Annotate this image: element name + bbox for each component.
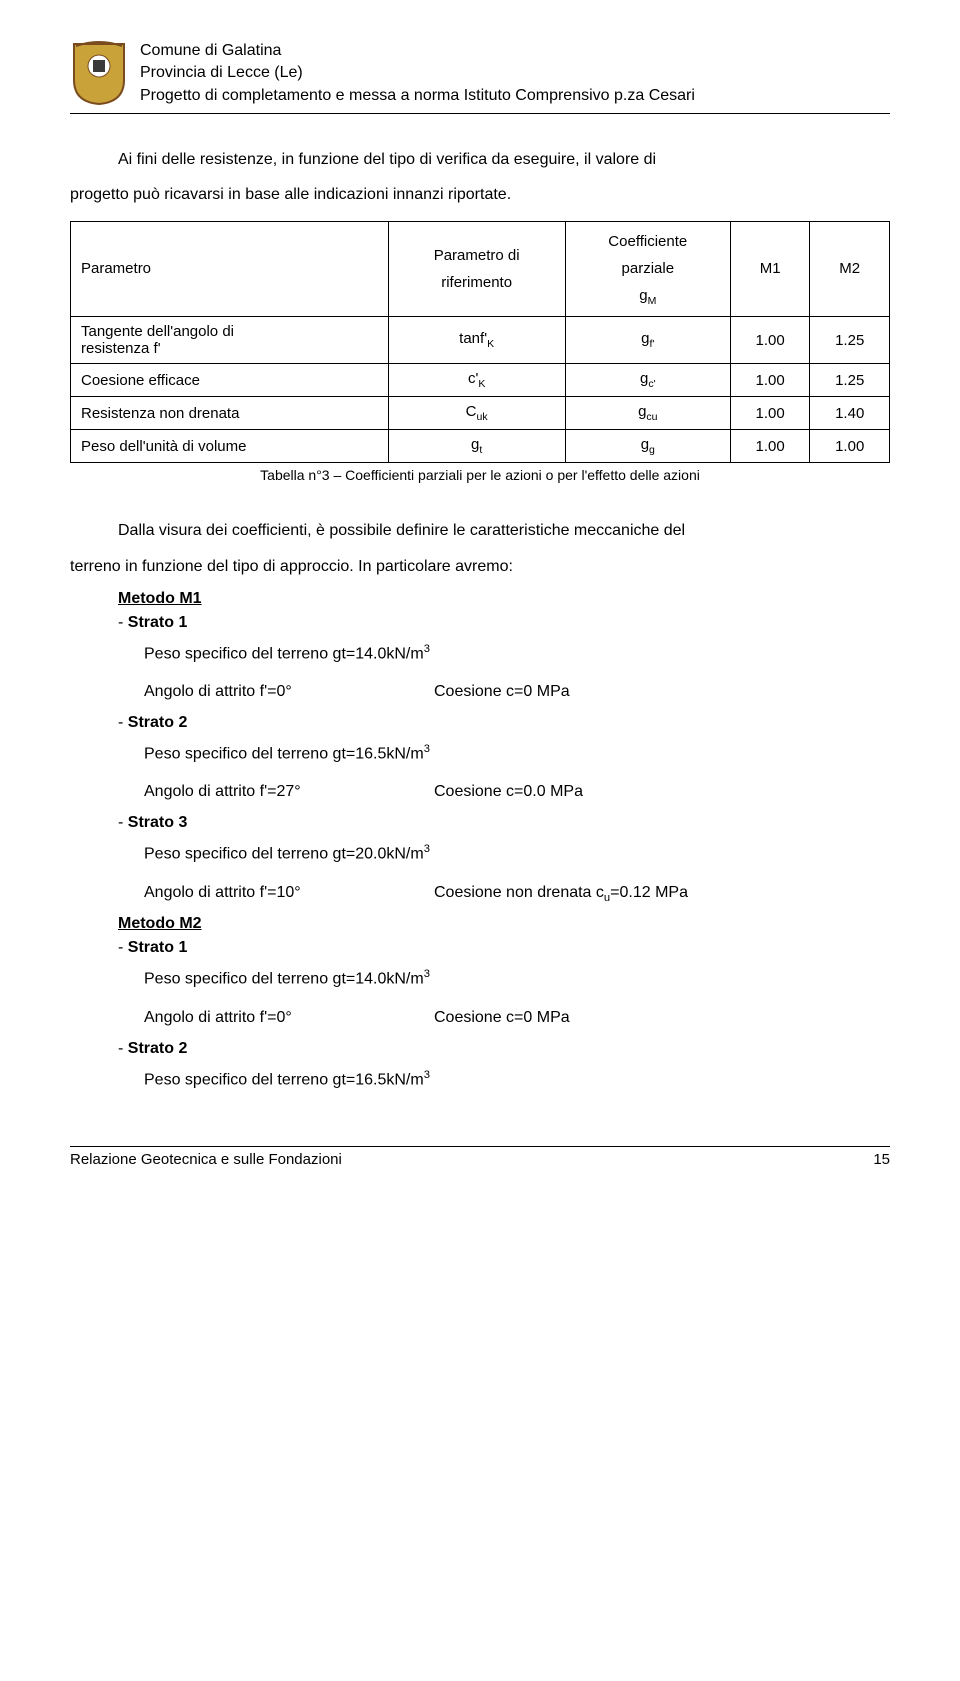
table-row: Tangente dell'angolo di resistenza f' ta… — [71, 317, 890, 364]
table-caption: Tabella n°3 – Coefficienti parziali per … — [70, 467, 890, 483]
value-line: Angolo di attrito f'=27°Coesione c=0.0 M… — [144, 776, 890, 808]
table-row: Peso dell'unità di volume gt gg 1.00 1.0… — [71, 430, 890, 463]
parameters-table: Parametro Parametro di riferimento Coeff… — [70, 221, 890, 464]
cell-m1: 1.00 — [730, 364, 810, 397]
cell-coef: gf' — [565, 317, 730, 364]
header-line-1: Comune di Galatina — [140, 40, 890, 62]
value-line: Peso specifico del terreno gt=20.0kN/m3 — [144, 838, 890, 870]
cell-m1: 1.00 — [730, 430, 810, 463]
value-line: Angolo di attrito f'=0°Coesione c=0 MPa — [144, 676, 890, 708]
cell-param: Peso dell'unità di volume — [71, 430, 389, 463]
strato-heading: - Strato 3 — [118, 814, 890, 832]
th-parametro: Parametro — [71, 221, 389, 317]
page-header: Comune di Galatina Provincia di Lecce (L… — [70, 40, 890, 114]
footer-page-number: 15 — [873, 1151, 890, 1168]
cell-coef: gg — [565, 430, 730, 463]
strato-heading: - Strato 1 — [118, 939, 890, 957]
strato-heading: - Strato 1 — [118, 614, 890, 632]
header-text: Comune di Galatina Provincia di Lecce (L… — [140, 40, 890, 107]
cell-ref: tanf'K — [388, 317, 565, 364]
cell-ref: gt — [388, 430, 565, 463]
intro-paragraph: Ai fini delle resistenze, in funzione de… — [70, 142, 890, 212]
value-line: Angolo di attrito f'=0°Coesione c=0 MPa — [144, 1002, 890, 1034]
value-line: Peso specifico del terreno gt=14.0kN/m3 — [144, 638, 890, 670]
header-line-3: Progetto di completamento e messa a norm… — [140, 85, 890, 107]
cell-coef: gcu — [565, 397, 730, 430]
table-row: Resistenza non drenata Cuk gcu 1.00 1.40 — [71, 397, 890, 430]
strato-heading: - Strato 2 — [118, 714, 890, 732]
method-m2-title: Metodo M2 — [118, 915, 890, 933]
cell-m1: 1.00 — [730, 317, 810, 364]
table-row: Coesione efficace c'K gc' 1.00 1.25 — [71, 364, 890, 397]
cell-m2: 1.40 — [810, 397, 890, 430]
cell-ref: c'K — [388, 364, 565, 397]
value-line: Peso specifico del terreno gt=16.5kN/m3 — [144, 1064, 890, 1096]
strato-heading: - Strato 2 — [118, 1040, 890, 1058]
cell-param: Coesione efficace — [71, 364, 389, 397]
intro-line-2: progetto può ricavarsi in base alle indi… — [70, 186, 511, 203]
cell-m2: 1.25 — [810, 364, 890, 397]
municipal-crest-icon — [70, 40, 128, 106]
th-m2: M2 — [810, 221, 890, 317]
footer-left: Relazione Geotecnica e sulle Fondazioni — [70, 1151, 342, 1168]
th-m1: M1 — [730, 221, 810, 317]
th-coefficiente: Coefficiente parziale gM — [565, 221, 730, 317]
intro-line-1: Ai fini delle resistenze, in funzione de… — [118, 151, 656, 168]
value-line: Angolo di attrito f'=10°Coesione non dre… — [144, 877, 890, 910]
cell-coef: gc' — [565, 364, 730, 397]
value-line: Peso specifico del terreno gt=16.5kN/m3 — [144, 738, 890, 770]
cell-m2: 1.00 — [810, 430, 890, 463]
cell-param: Tangente dell'angolo di resistenza f' — [71, 317, 389, 364]
th-riferimento: Parametro di riferimento — [388, 221, 565, 317]
value-line: Peso specifico del terreno gt=14.0kN/m3 — [144, 963, 890, 995]
header-line-2: Provincia di Lecce (Le) — [140, 62, 890, 84]
paragraph-2: Dalla visura dei coefficienti, è possibi… — [70, 513, 890, 583]
cell-m2: 1.25 — [810, 317, 890, 364]
page-footer: Relazione Geotecnica e sulle Fondazioni … — [70, 1146, 890, 1168]
method-m1-title: Metodo M1 — [118, 590, 890, 608]
cell-param: Resistenza non drenata — [71, 397, 389, 430]
cell-m1: 1.00 — [730, 397, 810, 430]
cell-ref: Cuk — [388, 397, 565, 430]
